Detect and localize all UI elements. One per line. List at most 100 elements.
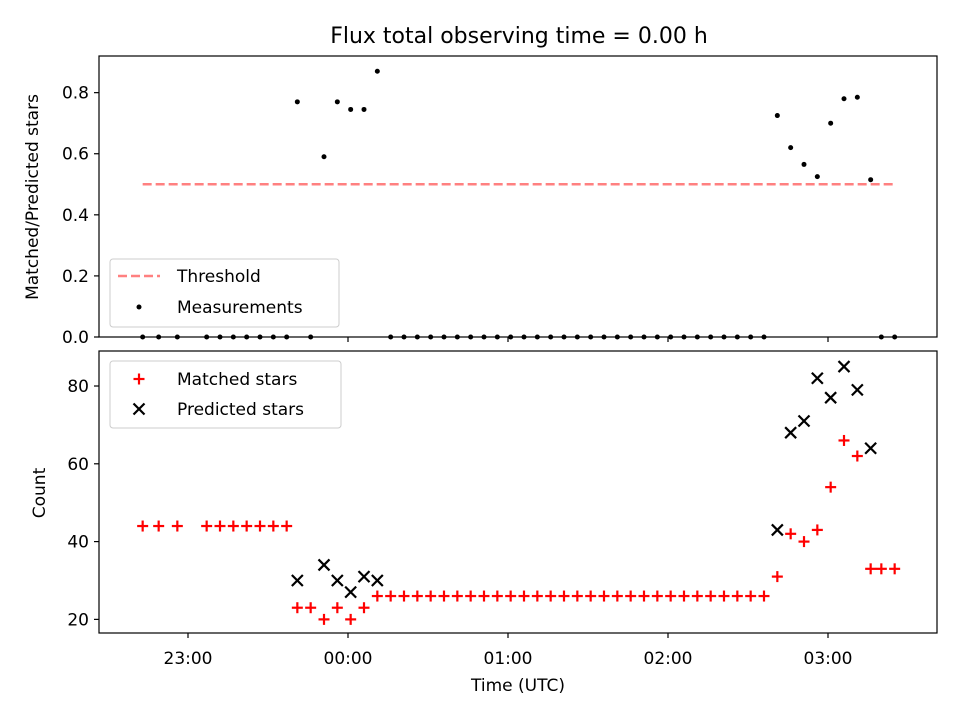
matched-star-point bbox=[585, 590, 597, 602]
matched-star-point bbox=[838, 434, 850, 446]
matched-star-point bbox=[625, 590, 637, 602]
legend-x-mark bbox=[132, 402, 146, 416]
predicted-star-point bbox=[864, 441, 877, 455]
matched-star-point bbox=[358, 602, 370, 614]
measurement-point bbox=[868, 177, 874, 183]
matched-star-point bbox=[398, 590, 410, 602]
matched-star-point bbox=[331, 602, 343, 614]
predicted-star-point bbox=[317, 558, 331, 572]
ratio-y-axis-label: Matched/Predicted stars bbox=[23, 94, 43, 300]
legend-threshold-label: Threshold bbox=[176, 267, 261, 287]
matched-star-point bbox=[241, 520, 253, 532]
matched-star-point bbox=[478, 590, 490, 602]
matched-star-point bbox=[745, 590, 757, 602]
measurement-point bbox=[348, 106, 354, 112]
ratio-legend: Threshold Measurements bbox=[109, 258, 340, 328]
matched-star-point bbox=[875, 563, 887, 575]
matched-star-point bbox=[785, 528, 797, 540]
measurement-point bbox=[841, 96, 847, 102]
legend-predicted-swatch bbox=[132, 402, 146, 416]
matched-star-point bbox=[227, 520, 239, 532]
measurement-point bbox=[774, 113, 780, 119]
matched-star-point bbox=[758, 590, 770, 602]
predicted-star-point bbox=[851, 383, 864, 397]
matched-star-point bbox=[153, 520, 165, 532]
predicted-star-point bbox=[824, 391, 837, 404]
matched-star-point bbox=[281, 520, 293, 532]
matched-star-point bbox=[611, 590, 623, 602]
matched-star-point bbox=[371, 590, 383, 602]
x-tick-label: 00:00 bbox=[324, 649, 373, 669]
x-tick-label: 02:00 bbox=[644, 649, 693, 669]
count-y-tick-label: 80 bbox=[67, 377, 89, 397]
measurement-point bbox=[361, 106, 367, 112]
matched-star-point bbox=[201, 520, 213, 532]
matched-star-point bbox=[731, 590, 743, 602]
ratio-y-tick-label: 0.8 bbox=[62, 84, 89, 104]
measurement-point bbox=[294, 99, 300, 105]
matched-star-point bbox=[825, 481, 837, 493]
predicted-star-point bbox=[784, 426, 797, 439]
matched-star-point bbox=[691, 590, 703, 602]
matched-star-point bbox=[385, 590, 397, 602]
legend-matched-swatch bbox=[133, 373, 145, 385]
matched-star-point bbox=[798, 536, 810, 548]
measurement-point bbox=[828, 120, 834, 126]
matched-star-point bbox=[305, 602, 317, 614]
predicted-star-point bbox=[771, 523, 784, 537]
x-tick-label: 01:00 bbox=[484, 649, 533, 669]
predicted-star-point bbox=[357, 570, 371, 583]
x-tick-label: 03:00 bbox=[804, 649, 853, 669]
matched-star-point bbox=[705, 590, 717, 602]
matched-star-point bbox=[291, 602, 303, 614]
matched-star-point bbox=[531, 590, 543, 602]
matched-star-point bbox=[518, 590, 530, 602]
legend-plus-mark bbox=[133, 373, 145, 385]
legend-measurements-swatch bbox=[136, 304, 142, 310]
matched-star-point bbox=[651, 590, 663, 602]
predicted-star-point bbox=[331, 574, 344, 587]
matched-star-point bbox=[678, 590, 690, 602]
count-panel: 20 40 60 80 23:00 00:00 01:00 02:00 03:00 Count… bbox=[30, 350, 938, 696]
matched-star-point bbox=[425, 590, 437, 602]
predicted-star-point bbox=[371, 574, 384, 587]
matched-star-point bbox=[638, 590, 650, 602]
predicted-star-point bbox=[797, 414, 811, 428]
matched-star-point bbox=[571, 590, 583, 602]
measurement-point bbox=[801, 161, 807, 167]
measurement-point bbox=[788, 145, 794, 151]
matched-star-point bbox=[438, 590, 450, 602]
matched-star-point bbox=[465, 590, 477, 602]
x-tick-label: 23:00 bbox=[164, 649, 213, 669]
matched-star-point bbox=[558, 590, 570, 602]
matched-star-point bbox=[411, 590, 423, 602]
matched-star-point bbox=[851, 450, 863, 462]
legend-measurements-label: Measurements bbox=[177, 298, 303, 318]
count-y-axis-label: Count bbox=[30, 467, 50, 518]
matched-star-point bbox=[598, 590, 610, 602]
measurement-point bbox=[334, 99, 340, 105]
count-plot-frame bbox=[98, 350, 938, 634]
matched-star-point bbox=[771, 571, 783, 583]
measurement-point bbox=[814, 174, 820, 180]
ratio-y-tick-label: 0.6 bbox=[62, 145, 89, 165]
matched-star-point bbox=[889, 563, 901, 575]
ratio-y-tick-label: 0.2 bbox=[62, 267, 89, 287]
matched-star-point bbox=[718, 590, 730, 602]
matched-star-point bbox=[318, 613, 330, 625]
measurement-point bbox=[321, 154, 327, 160]
ratio-y-tick-label: 0.0 bbox=[62, 328, 89, 348]
matched-star-point bbox=[267, 520, 279, 532]
count-y-tick-label: 20 bbox=[67, 610, 89, 630]
matched-star-point bbox=[345, 613, 357, 625]
ratio-y-tick-label: 0.4 bbox=[62, 206, 89, 226]
predicted-star-point bbox=[291, 574, 304, 587]
ratio-plot-frame bbox=[98, 55, 938, 338]
count-legend: Matched stars Predicted stars bbox=[109, 360, 342, 429]
measurement-point bbox=[374, 68, 380, 74]
predicted-star-point bbox=[837, 360, 851, 373]
matched-star-point bbox=[545, 590, 557, 602]
matched-star-point bbox=[214, 520, 226, 532]
matched-star-point bbox=[137, 520, 149, 532]
